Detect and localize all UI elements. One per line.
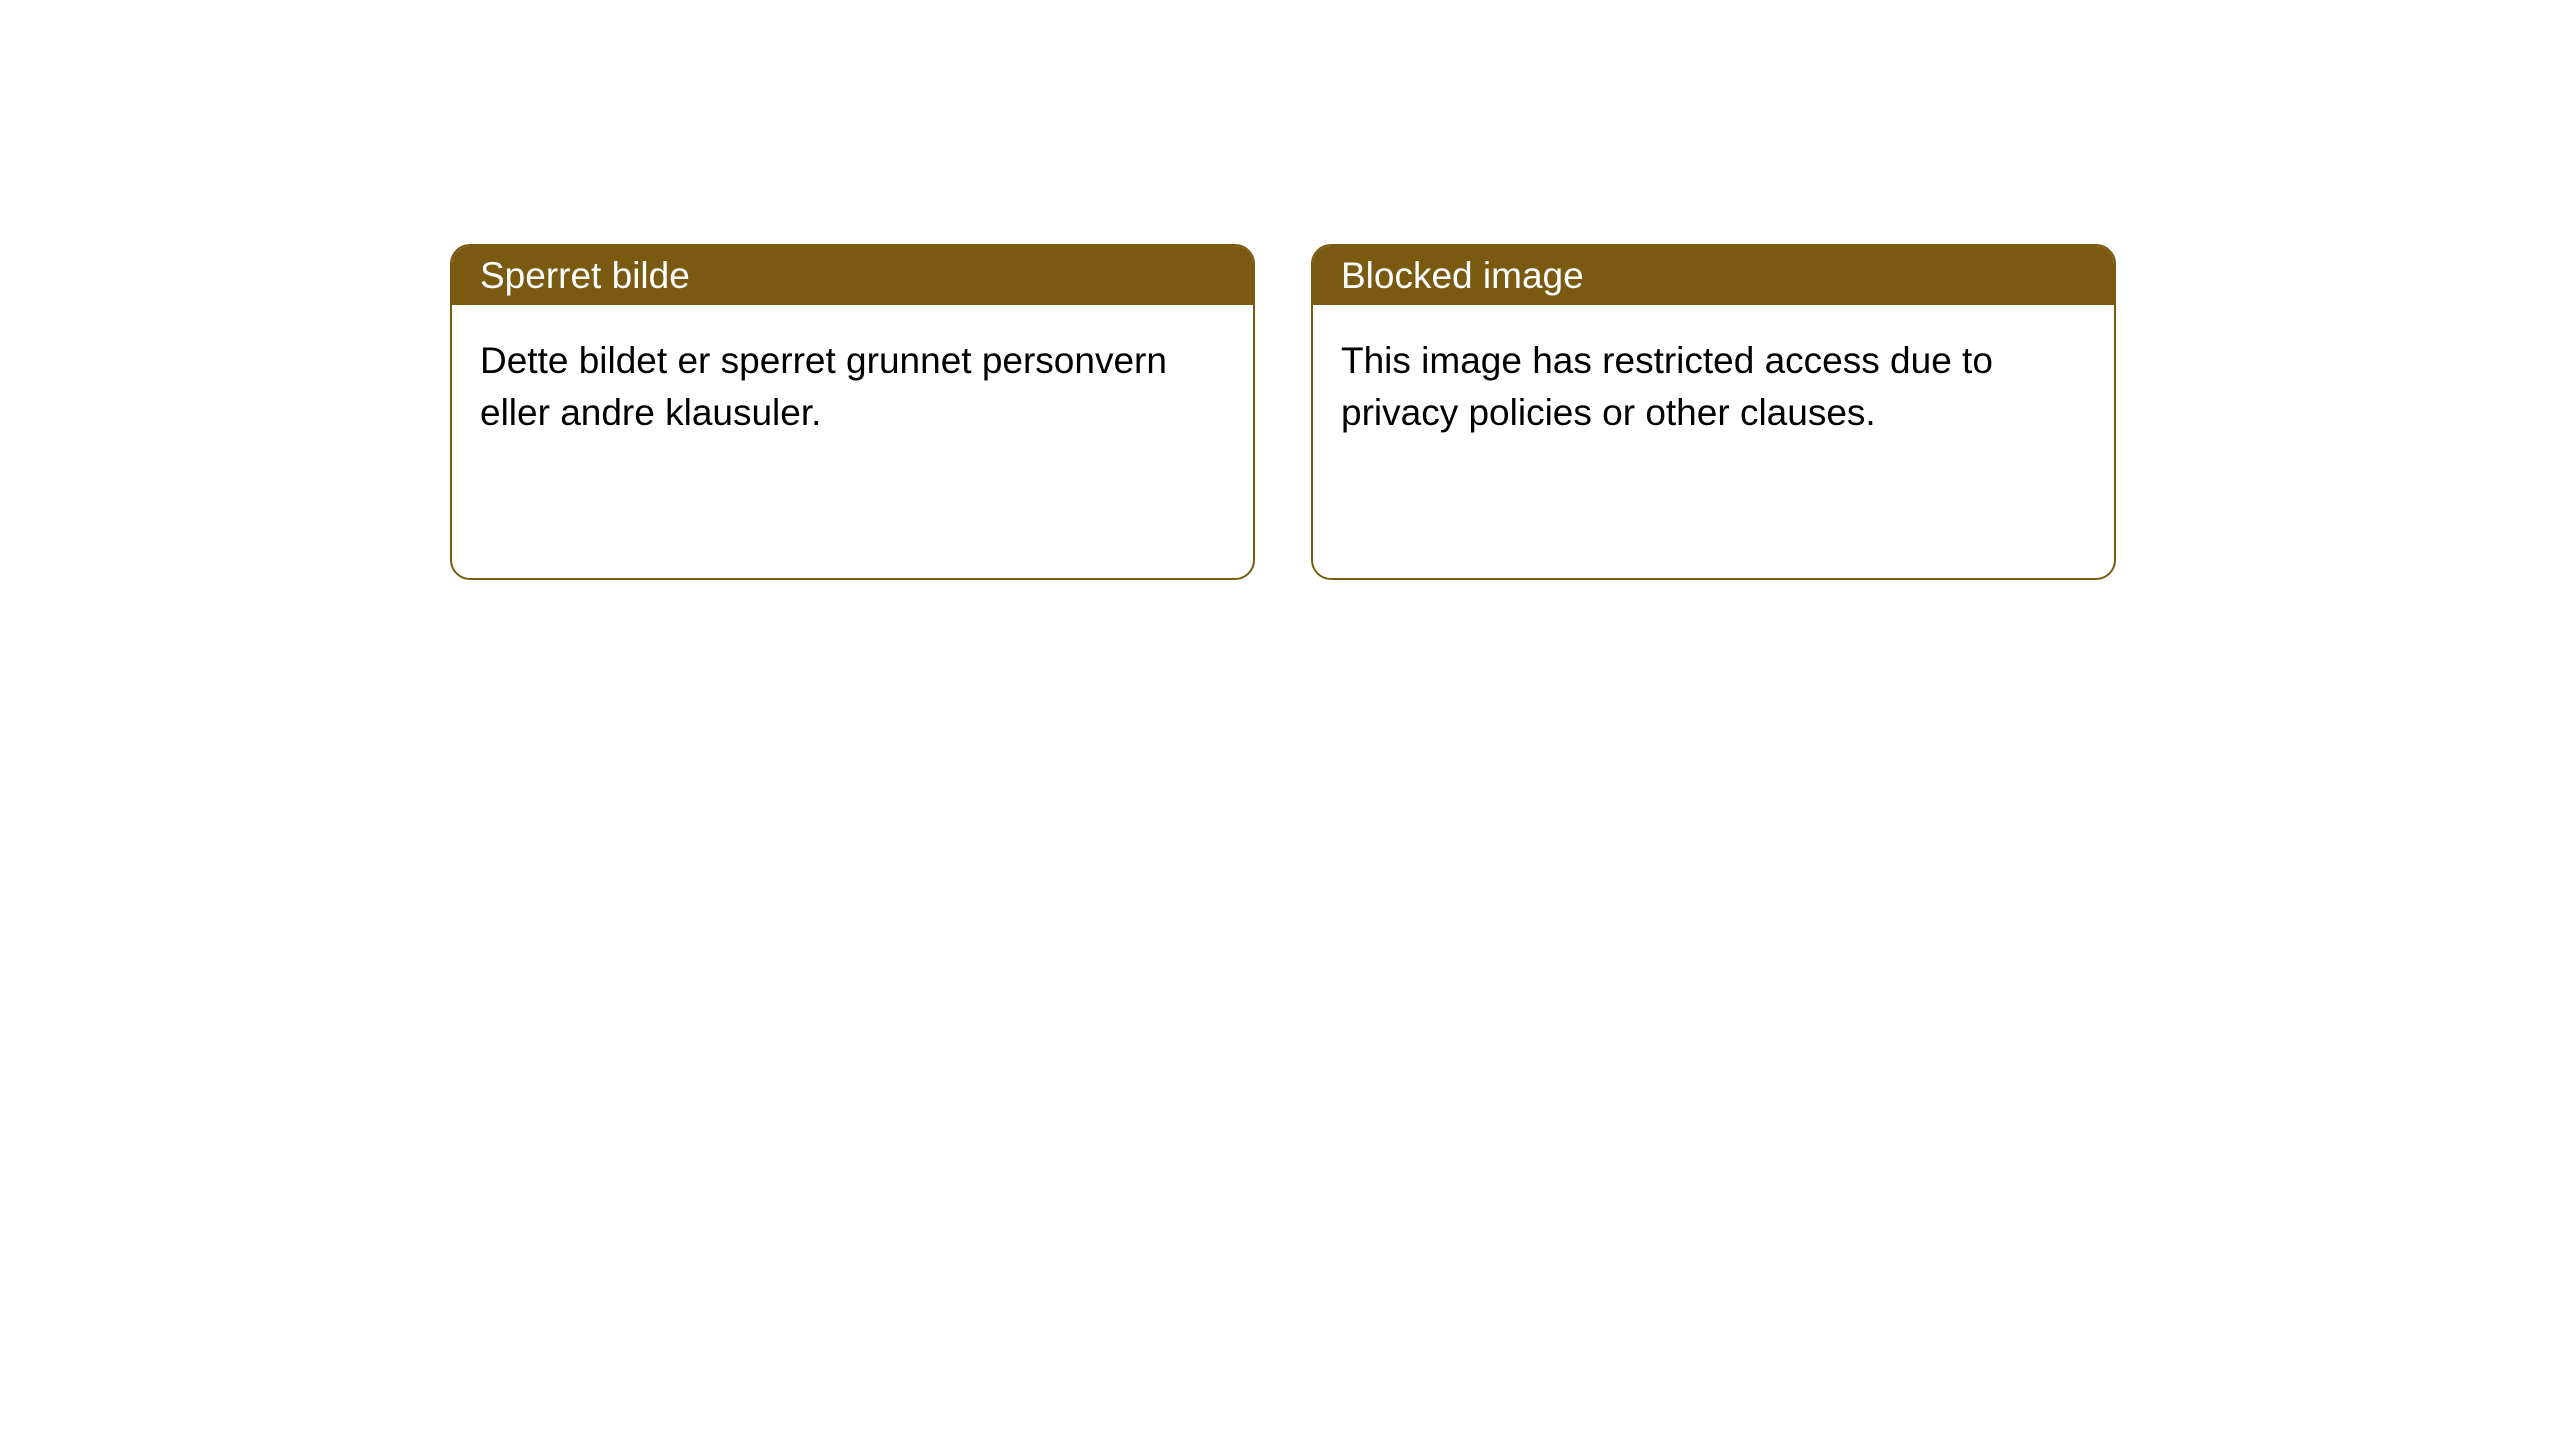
cards-row: Sperret bilde Dette bildet er sperret gr… <box>450 244 2116 580</box>
blocked-image-card-en: Blocked image This image has restricted … <box>1311 244 2116 580</box>
card-header: Sperret bilde <box>452 246 1253 305</box>
card-header: Blocked image <box>1313 246 2114 305</box>
blocked-image-card-no: Sperret bilde Dette bildet er sperret gr… <box>450 244 1255 580</box>
card-body: Dette bildet er sperret grunnet personve… <box>452 305 1253 467</box>
page-root: Sperret bilde Dette bildet er sperret gr… <box>0 0 2560 1440</box>
card-body: This image has restricted access due to … <box>1313 305 2114 467</box>
